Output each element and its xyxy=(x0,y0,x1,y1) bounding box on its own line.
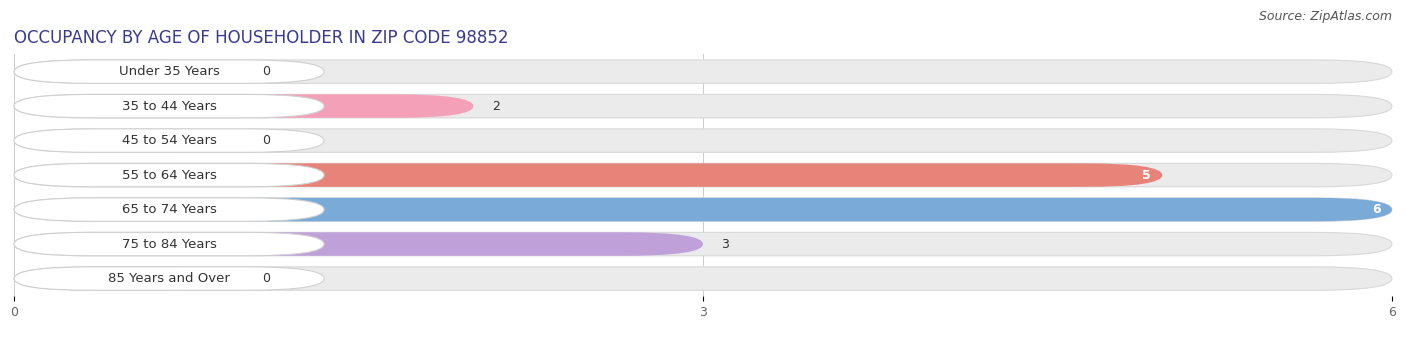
Text: 55 to 64 Years: 55 to 64 Years xyxy=(122,169,217,182)
FancyBboxPatch shape xyxy=(14,267,1392,290)
FancyBboxPatch shape xyxy=(14,129,243,152)
Text: OCCUPANCY BY AGE OF HOUSEHOLDER IN ZIP CODE 98852: OCCUPANCY BY AGE OF HOUSEHOLDER IN ZIP C… xyxy=(14,29,509,47)
FancyBboxPatch shape xyxy=(14,95,474,118)
FancyBboxPatch shape xyxy=(14,95,1392,118)
FancyBboxPatch shape xyxy=(14,95,325,118)
FancyBboxPatch shape xyxy=(14,60,243,83)
Text: 75 to 84 Years: 75 to 84 Years xyxy=(122,238,217,251)
FancyBboxPatch shape xyxy=(14,232,1392,256)
FancyBboxPatch shape xyxy=(14,60,1392,83)
Text: 0: 0 xyxy=(262,134,270,147)
Text: 65 to 74 Years: 65 to 74 Years xyxy=(122,203,217,216)
Text: 0: 0 xyxy=(262,65,270,78)
Text: 3: 3 xyxy=(721,238,730,251)
Text: 6: 6 xyxy=(1372,203,1381,216)
Text: 5: 5 xyxy=(1142,169,1150,182)
FancyBboxPatch shape xyxy=(14,164,325,187)
FancyBboxPatch shape xyxy=(14,164,1163,187)
Text: 2: 2 xyxy=(492,100,499,113)
FancyBboxPatch shape xyxy=(14,267,325,290)
FancyBboxPatch shape xyxy=(14,198,1392,221)
FancyBboxPatch shape xyxy=(14,232,703,256)
Text: 35 to 44 Years: 35 to 44 Years xyxy=(122,100,217,113)
Text: 0: 0 xyxy=(262,272,270,285)
Text: Under 35 Years: Under 35 Years xyxy=(118,65,219,78)
Text: 85 Years and Over: 85 Years and Over xyxy=(108,272,231,285)
Text: Source: ZipAtlas.com: Source: ZipAtlas.com xyxy=(1258,10,1392,23)
FancyBboxPatch shape xyxy=(14,232,325,256)
FancyBboxPatch shape xyxy=(14,129,325,152)
FancyBboxPatch shape xyxy=(14,129,1392,152)
FancyBboxPatch shape xyxy=(14,60,325,83)
Text: 45 to 54 Years: 45 to 54 Years xyxy=(122,134,217,147)
FancyBboxPatch shape xyxy=(14,198,1392,221)
FancyBboxPatch shape xyxy=(14,164,1392,187)
FancyBboxPatch shape xyxy=(14,267,243,290)
FancyBboxPatch shape xyxy=(14,198,325,221)
